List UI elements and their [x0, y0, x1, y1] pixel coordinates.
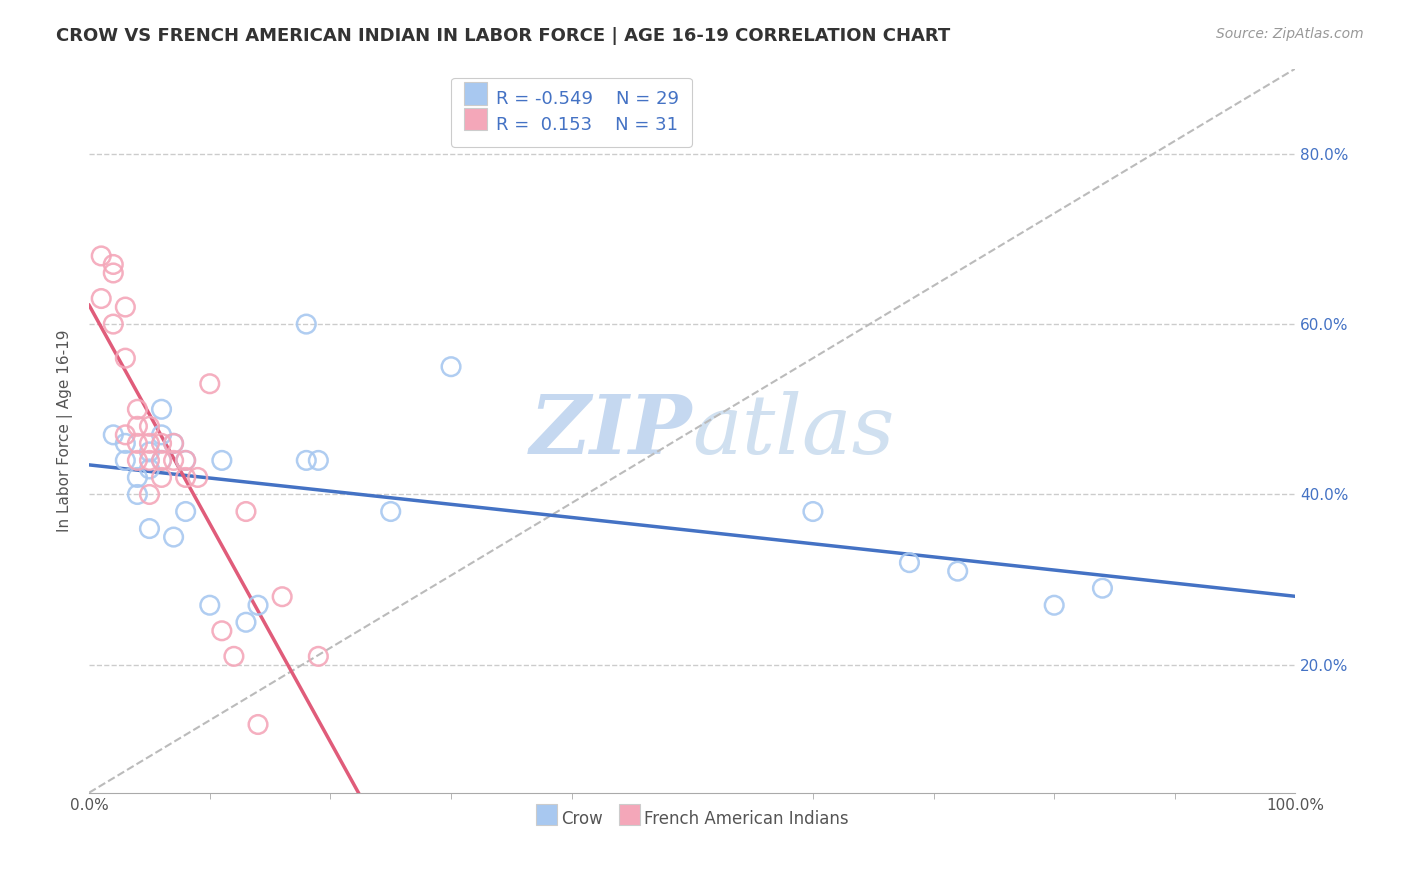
- Point: [114, 436, 136, 450]
- Point: [127, 436, 149, 450]
- Point: [127, 487, 149, 501]
- Point: [174, 470, 197, 484]
- Point: [1091, 581, 1114, 595]
- Point: [898, 556, 921, 570]
- Point: [127, 402, 149, 417]
- Point: [103, 257, 125, 271]
- Point: [187, 470, 209, 484]
- Text: ZIP: ZIP: [530, 391, 692, 471]
- Point: [162, 453, 184, 467]
- Point: [801, 504, 824, 518]
- Point: [138, 445, 160, 459]
- Point: [150, 402, 173, 417]
- Point: [198, 599, 221, 613]
- Point: [440, 359, 463, 374]
- Point: [138, 462, 160, 476]
- Point: [127, 453, 149, 467]
- Point: [222, 649, 245, 664]
- Point: [114, 453, 136, 467]
- Point: [380, 504, 402, 518]
- Point: [114, 427, 136, 442]
- Point: [211, 453, 233, 467]
- Point: [174, 504, 197, 518]
- Point: [150, 470, 173, 484]
- Point: [127, 419, 149, 434]
- Point: [150, 453, 173, 467]
- Point: [946, 564, 969, 578]
- Point: [150, 427, 173, 442]
- Point: [138, 419, 160, 434]
- Point: [138, 436, 160, 450]
- Point: [90, 292, 112, 306]
- Point: [138, 487, 160, 501]
- Point: [174, 453, 197, 467]
- Point: [150, 436, 173, 450]
- Point: [247, 599, 270, 613]
- Point: [235, 615, 257, 630]
- Point: [174, 453, 197, 467]
- Point: [162, 436, 184, 450]
- Point: [127, 470, 149, 484]
- Point: [162, 530, 184, 544]
- Text: CROW VS FRENCH AMERICAN INDIAN IN LABOR FORCE | AGE 16-19 CORRELATION CHART: CROW VS FRENCH AMERICAN INDIAN IN LABOR …: [56, 27, 950, 45]
- Point: [247, 717, 270, 731]
- Point: [295, 317, 318, 331]
- Point: [138, 522, 160, 536]
- Text: atlas: atlas: [692, 391, 894, 471]
- Point: [103, 427, 125, 442]
- Point: [307, 649, 329, 664]
- Point: [295, 453, 318, 467]
- Point: [198, 376, 221, 391]
- Text: Source: ZipAtlas.com: Source: ZipAtlas.com: [1216, 27, 1364, 41]
- Point: [307, 453, 329, 467]
- Point: [103, 266, 125, 280]
- Point: [114, 300, 136, 314]
- Point: [211, 624, 233, 638]
- Point: [162, 436, 184, 450]
- Point: [138, 453, 160, 467]
- Y-axis label: In Labor Force | Age 16-19: In Labor Force | Age 16-19: [58, 329, 73, 532]
- Point: [90, 249, 112, 263]
- Point: [235, 504, 257, 518]
- Point: [114, 351, 136, 366]
- Point: [150, 453, 173, 467]
- Point: [1043, 599, 1066, 613]
- Point: [103, 317, 125, 331]
- Legend: Crow, French American Indians: Crow, French American Indians: [529, 804, 855, 835]
- Point: [271, 590, 294, 604]
